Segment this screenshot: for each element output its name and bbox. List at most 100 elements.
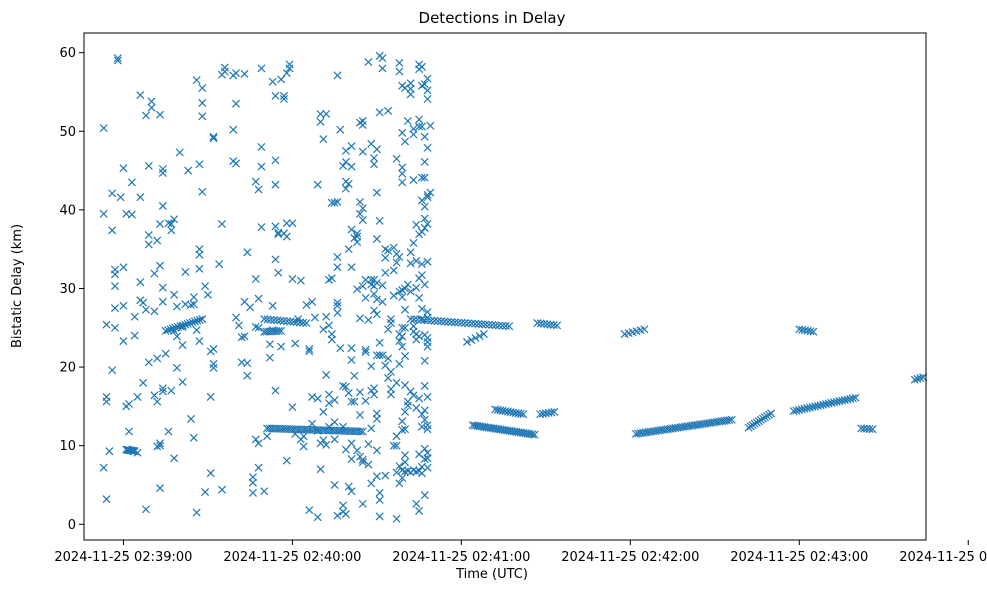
scatter-point-378 — [398, 178, 407, 187]
scatter-point-291 — [361, 293, 370, 302]
scatter-point-94 — [192, 76, 201, 85]
scatter-point-186 — [291, 339, 300, 348]
scatter-point-126 — [232, 99, 241, 108]
scatter-point-310 — [370, 289, 379, 298]
scatter-point-606 — [501, 321, 510, 330]
scatter-point-233 — [333, 298, 342, 307]
scatter-point-331 — [375, 495, 384, 504]
scatter-point-333 — [378, 54, 387, 63]
scatter-point-6 — [102, 320, 111, 329]
scatter-point-54 — [153, 236, 162, 245]
scatter-point-519 — [269, 316, 278, 325]
scatter-point-92 — [189, 293, 198, 302]
scatter-point-147 — [254, 323, 263, 332]
scatter-point-376 — [398, 163, 407, 172]
scatter-point-460 — [420, 214, 429, 223]
scatter-point-53 — [153, 354, 162, 363]
scatter-point-36 — [136, 278, 145, 287]
scatter-point-437 — [415, 394, 424, 403]
scatter-point-521 — [276, 316, 285, 325]
scatter-point-153 — [257, 142, 266, 152]
scatter-point-517 — [263, 315, 272, 324]
scatter-point-377 — [398, 169, 407, 178]
scatter-point-491 — [426, 188, 435, 197]
scatter-point-382 — [398, 332, 407, 341]
scatter-point-588 — [440, 317, 449, 326]
scatter-point-655 — [536, 319, 545, 328]
y-axis-ticks: 0 10 20 30 40 50 60 — [59, 46, 84, 533]
scatter-point-423 — [412, 283, 421, 292]
scatter-point-512 — [190, 317, 199, 326]
scatter-point-750 — [916, 374, 925, 383]
scatter-point-367 — [395, 252, 404, 262]
scatter-point-581 — [416, 315, 425, 324]
scatter-point-114 — [209, 359, 218, 368]
scatter-point-509 — [183, 319, 192, 328]
scatter-point-237 — [333, 511, 342, 520]
y-tick-label-4: 40 — [59, 203, 76, 218]
scatter-point-199 — [310, 313, 319, 322]
scatter-point-319 — [372, 310, 381, 319]
scatter-point-119 — [217, 485, 227, 494]
scatter-point-26 — [125, 427, 134, 436]
scatter-point-304 — [367, 424, 376, 433]
scatter-point-326 — [375, 108, 384, 117]
x-axis-label: Time (UTC) — [455, 567, 528, 582]
scatter-point-190 — [299, 442, 308, 451]
scatter-point-44 — [144, 240, 153, 249]
scatter-point-287 — [358, 458, 367, 467]
scatter-point-652 — [547, 408, 556, 417]
scatter-point-576 — [356, 427, 365, 436]
scatter-point-210 — [319, 407, 328, 416]
scatter-point-252 — [344, 245, 353, 254]
scatter-point-183 — [288, 275, 297, 284]
scatter-point-712 — [767, 409, 776, 418]
scatter-point-33 — [136, 91, 145, 100]
scatter-point-257 — [347, 225, 356, 234]
scatter-point-593 — [457, 318, 466, 327]
scatter-point-485 — [423, 421, 432, 430]
scatter-point-451 — [417, 410, 426, 419]
scatter-point-391 — [401, 305, 410, 314]
scatter-point-123 — [229, 125, 238, 134]
scatter-point-699 — [725, 416, 734, 425]
scatter-point-411 — [406, 387, 415, 396]
scatter-point-0 — [99, 124, 108, 133]
scatter-point-490 — [426, 121, 435, 130]
scatter-point-239 — [336, 344, 345, 353]
scatter-point-101 — [198, 187, 207, 196]
scatter-point-315 — [372, 188, 381, 197]
scatter-point-526 — [292, 318, 301, 327]
scatter-point-762 — [479, 330, 488, 339]
scatter-point-235 — [333, 197, 342, 207]
scatter-point-197 — [308, 392, 317, 401]
scatter-point-459 — [420, 202, 429, 211]
scatter-point-140 — [248, 488, 257, 497]
scatter-point-596 — [467, 319, 476, 328]
scatter-point-29 — [130, 312, 139, 321]
scatter-point-449 — [417, 304, 426, 313]
scatter-point-243 — [339, 501, 348, 510]
scatter-point-524 — [286, 317, 295, 326]
scatter-point-432 — [415, 122, 424, 131]
scatter-point-17 — [113, 56, 122, 65]
scatter-point-384 — [398, 417, 407, 426]
x-tick-label-3: 2024-11-25 02:42:00 — [561, 550, 699, 565]
scatter-point-232 — [333, 252, 342, 262]
scatter-point-212 — [322, 109, 331, 118]
scatter-point-349 — [386, 319, 395, 328]
scatter-point-759 — [467, 335, 476, 344]
scatter-point-45 — [144, 358, 153, 367]
scatter-point-173 — [279, 91, 288, 100]
scatter-point-507 — [178, 321, 187, 330]
scatter-point-398 — [401, 458, 410, 467]
scatter-point-80 — [172, 363, 181, 372]
scatter-point-513 — [193, 316, 202, 325]
scatter-point-236 — [333, 308, 342, 317]
scatter-point-64 — [158, 283, 167, 292]
scatter-point-373 — [395, 479, 404, 488]
scatter-point-3 — [102, 495, 111, 504]
scatter-point-758 — [462, 337, 472, 346]
scatter-point-259 — [347, 263, 356, 272]
